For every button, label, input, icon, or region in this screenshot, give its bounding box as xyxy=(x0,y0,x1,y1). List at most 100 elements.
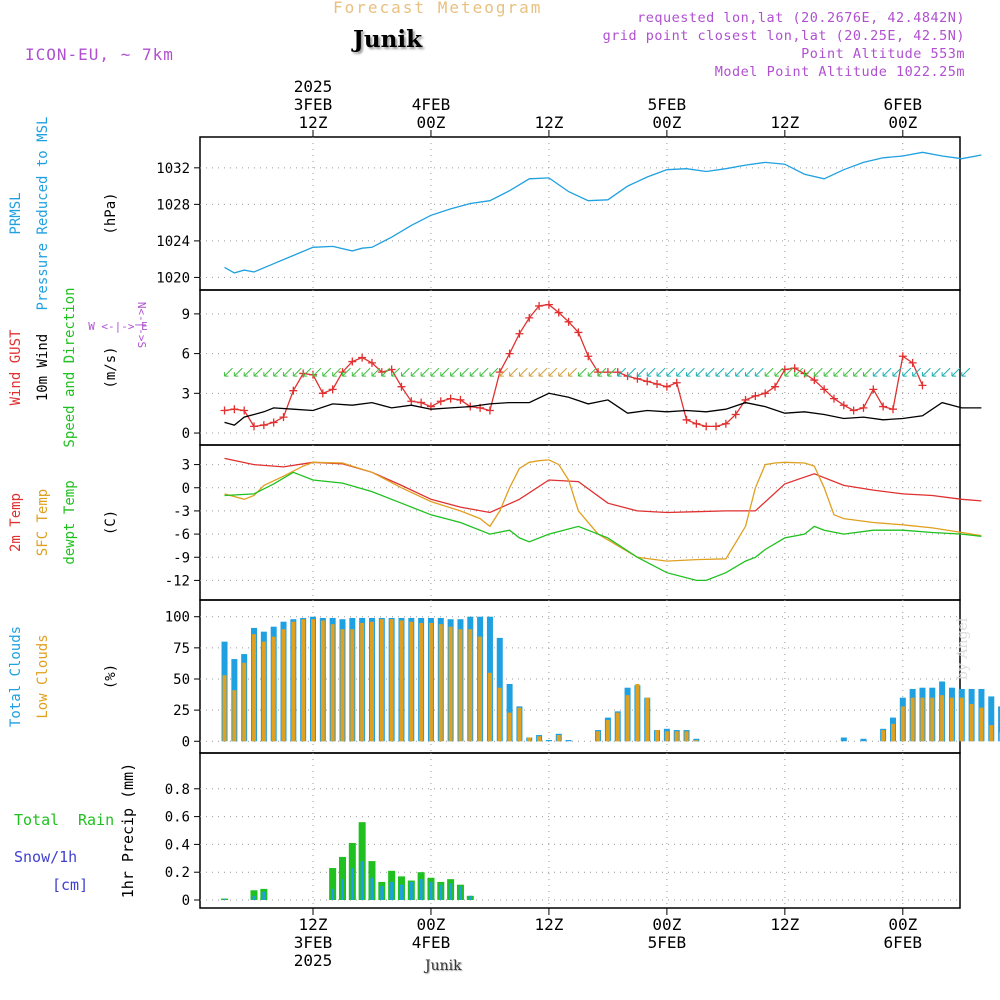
bar-total-clouds xyxy=(988,696,995,742)
panel-frame-pressure xyxy=(199,136,961,291)
gust-marker xyxy=(820,385,829,394)
bar-low-clouds xyxy=(419,622,424,742)
bar-low-clouds xyxy=(468,629,473,742)
x-tick-label-top: 5FEB xyxy=(648,95,687,114)
x-tick-label-bottom: 00Z xyxy=(652,915,681,934)
wind-arrow xyxy=(666,367,676,377)
gust-marker xyxy=(790,364,799,373)
bar-low-clouds xyxy=(478,636,483,742)
bar-low-clouds xyxy=(969,703,974,742)
bar-rain xyxy=(329,868,337,900)
bar-snow-1h xyxy=(439,884,443,900)
x-tick-label-bottom: 12Z xyxy=(534,915,563,934)
wind-arrow xyxy=(410,367,420,377)
wind-arrow xyxy=(646,367,656,377)
bar-snow-1h xyxy=(223,898,227,900)
wind-arrow xyxy=(872,367,882,377)
gust-marker xyxy=(407,397,416,406)
wind-arrow xyxy=(853,367,863,377)
wind-arrow xyxy=(951,367,961,377)
bar-low-clouds xyxy=(635,683,640,742)
bar-low-clouds xyxy=(949,697,954,742)
bar-low-clouds xyxy=(645,697,650,742)
bar-low-clouds xyxy=(920,697,925,742)
wind-arrow xyxy=(391,367,400,377)
wind-arrow xyxy=(322,367,332,377)
wind-arrow xyxy=(548,367,558,377)
bar-snow-1h xyxy=(331,888,335,900)
wind-arrow xyxy=(469,367,479,377)
y-tick-label: 6 xyxy=(182,347,190,363)
gust-marker xyxy=(358,353,367,362)
y-tick-label: 0.6 xyxy=(165,810,190,826)
bar-low-clouds xyxy=(320,620,325,742)
series-line-10m-wind xyxy=(224,392,982,426)
panel-label: Total xyxy=(14,811,59,829)
gust-marker xyxy=(515,329,524,338)
wind-arrow xyxy=(705,367,715,377)
bar-low-clouds xyxy=(311,619,315,742)
wind-arrow xyxy=(823,367,833,377)
wind-arrow xyxy=(656,367,666,377)
gust-marker xyxy=(564,317,573,326)
bar-snow-1h xyxy=(458,886,462,900)
gust-marker xyxy=(544,300,553,309)
y-tick-label: 0 xyxy=(182,734,190,750)
y-tick-label: 1028 xyxy=(156,197,190,213)
x-tick-label-top: 4FEB xyxy=(412,95,451,114)
wind-arrow xyxy=(459,367,469,377)
bar-low-clouds xyxy=(940,695,945,742)
gust-marker xyxy=(250,422,259,431)
bar-low-clouds xyxy=(360,622,365,742)
wind-arrow xyxy=(371,367,381,377)
gust-marker xyxy=(653,380,662,389)
bar-rain xyxy=(250,890,258,900)
bar-low-clouds xyxy=(428,622,433,742)
wind-arrow xyxy=(764,367,774,377)
gust-marker xyxy=(859,403,868,412)
bar-low-clouds xyxy=(694,740,699,742)
y-tick-label: 0 xyxy=(182,481,190,497)
wind-arrow xyxy=(725,367,735,377)
bar-low-clouds xyxy=(232,690,237,742)
bar-snow-1h xyxy=(468,895,472,900)
bar-snow-1h xyxy=(340,879,344,900)
x-tick-label-top: 12Z xyxy=(770,113,799,132)
gust-marker xyxy=(367,358,376,367)
gust-marker xyxy=(712,422,721,431)
gust-marker xyxy=(692,419,701,428)
wind-arrow xyxy=(273,367,283,377)
gust-marker xyxy=(446,394,455,403)
wind-arrow xyxy=(302,367,312,377)
panel-label: Total Clouds xyxy=(8,626,24,727)
gust-marker xyxy=(525,313,534,322)
bar-low-clouds xyxy=(900,706,905,742)
wind-arrow xyxy=(921,367,931,377)
x-tick-label-bottom: 12Z xyxy=(299,915,328,934)
bar-low-clouds xyxy=(271,636,276,742)
wind-arrow xyxy=(479,367,489,377)
gust-marker xyxy=(505,349,514,358)
gust-marker xyxy=(839,401,848,410)
wind-arrow xyxy=(941,367,951,377)
x-tick-label-bottom: 12Z xyxy=(770,915,799,934)
bar-total-clouds xyxy=(998,706,1000,742)
bar-low-clouds xyxy=(674,731,679,742)
wind-arrow xyxy=(283,367,292,377)
y-tick-label: 50 xyxy=(173,672,190,688)
y-tick-label: -3 xyxy=(173,504,190,520)
wind-arrow xyxy=(312,367,322,377)
bar-low-clouds xyxy=(487,672,492,742)
wind-arrow xyxy=(538,367,548,377)
gust-marker xyxy=(485,406,494,415)
gust-marker xyxy=(829,394,838,403)
bar-low-clouds xyxy=(222,675,227,742)
gust-marker xyxy=(869,385,878,394)
bar-low-clouds xyxy=(399,620,404,742)
gust-marker xyxy=(771,382,780,391)
wind-arrow xyxy=(518,367,528,377)
panel-label: PRMSL xyxy=(8,192,24,234)
panel-label: Rain xyxy=(78,811,114,829)
gust-marker xyxy=(731,410,740,419)
bar-low-clouds xyxy=(261,641,266,742)
